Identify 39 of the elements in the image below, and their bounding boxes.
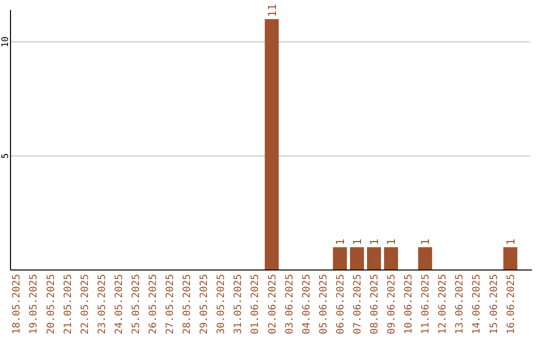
data-label: 1 — [504, 238, 518, 246]
data-label: 1 — [368, 238, 381, 246]
x-tick-label: 23.05.2025 — [96, 274, 108, 334]
data-label: 1 — [385, 238, 398, 246]
x-tick-label: 05.06.2025 — [318, 274, 330, 334]
x-tick-label: 31.05.2025 — [233, 274, 244, 334]
x-tick-label: 15.06.2025 — [488, 274, 500, 334]
x-tick-label: 27.05.2025 — [165, 274, 176, 334]
x-tick-label: 02.06.2025 — [267, 274, 278, 334]
x-tick-label: 07.06.2025 — [352, 274, 364, 334]
x-tick-label: 25.05.2025 — [130, 274, 142, 334]
x-tick-label: 06.06.2025 — [335, 274, 346, 334]
x-tick-label: 29.05.2025 — [199, 274, 210, 334]
x-tick-label: 16.06.2025 — [506, 274, 517, 334]
x-tick-label: 14.06.2025 — [472, 274, 483, 334]
x-tick-label: 28.05.2025 — [182, 274, 194, 334]
x-tick-label: 22.05.2025 — [80, 274, 91, 334]
data-label: 11 — [266, 4, 279, 18]
x-tick-label: 08.06.2025 — [370, 274, 380, 334]
x-tick-label: 30.05.2025 — [216, 274, 228, 334]
x-tick-label: 10.06.2025 — [404, 274, 415, 334]
x-tick-label: 13.06.2025 — [454, 274, 466, 334]
x-tick-label: 11.06.2025 — [420, 274, 432, 334]
x-tick-label: 01.06.2025 — [250, 274, 262, 334]
y-tick-label: 10 — [1, 36, 11, 48]
x-tick-label: 20.05.2025 — [46, 274, 57, 334]
data-label: 1 — [350, 238, 364, 246]
x-tick-label: 21.05.2025 — [62, 274, 74, 334]
x-tick-label: 09.06.2025 — [386, 274, 398, 334]
data-label: 1 — [419, 238, 432, 246]
y-tick-label: 5 — [1, 153, 11, 159]
x-tick-label: 19.05.2025 — [28, 274, 40, 334]
x-tick-label: 26.05.2025 — [148, 274, 159, 334]
x-tick-label: 03.06.2025 — [284, 274, 296, 334]
x-tick-label: 12.06.2025 — [438, 274, 449, 334]
x-tick-label: 24.05.2025 — [114, 274, 125, 334]
x-tick-label: 04.06.2025 — [301, 274, 312, 334]
x-tick-label: 18.05.2025 — [12, 274, 23, 334]
data-label: 1 — [334, 238, 347, 246]
